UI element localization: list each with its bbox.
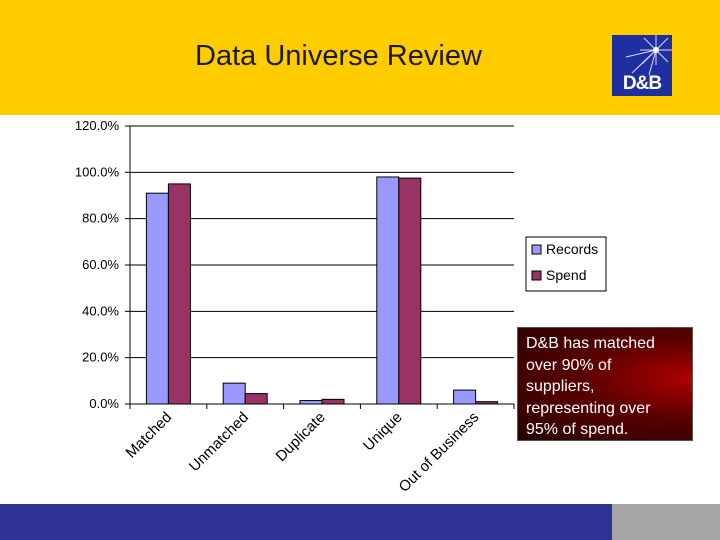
y-tick-label: 100.0%: [75, 164, 120, 179]
x-category-label: Out of Business: [396, 409, 483, 496]
x-category-label: Duplicate: [273, 409, 329, 465]
bar-spend: [398, 177, 422, 405]
legend-swatch: [531, 244, 542, 255]
footer-blue-band: [0, 504, 612, 540]
x-category-label: Unique: [360, 409, 406, 455]
legend-label: Records: [546, 241, 598, 257]
logo-text: D&B: [622, 73, 662, 94]
header-bar: [0, 0, 720, 115]
y-tick-label: 20.0%: [82, 350, 119, 365]
dnb-logo: D&B: [612, 35, 672, 96]
bar-records: [299, 400, 323, 405]
starburst-icon: [625, 35, 672, 76]
y-tick-label: 40.0%: [82, 303, 119, 318]
bar-spend: [321, 398, 345, 405]
bar-records: [376, 176, 400, 405]
legend-swatch: [531, 270, 542, 281]
legend-label: Spend: [546, 267, 586, 283]
x-category-label: Matched: [123, 409, 176, 462]
y-tick-label: 80.0%: [82, 211, 119, 226]
bar-chart: 0.0% 20.0% 40.0% 60.0% 80.0% 100.0% 120.0% Mat…: [75, 118, 607, 496]
bar-spend: [244, 393, 268, 405]
footer-gray-band: [612, 504, 720, 540]
bar-records: [145, 192, 169, 405]
page-title: Data Universe Review: [195, 40, 482, 72]
y-tick-label: 120.0%: [75, 118, 120, 133]
bar-records: [222, 382, 246, 405]
y-tick-label: 0.0%: [89, 396, 119, 411]
y-tick-label: 60.0%: [82, 257, 119, 272]
bar-records: [453, 389, 477, 405]
callout-box: D&B has matched over 90% of suppliers, r…: [517, 327, 693, 441]
x-category-label: Unmatched: [186, 409, 252, 475]
bar-spend: [167, 183, 191, 405]
